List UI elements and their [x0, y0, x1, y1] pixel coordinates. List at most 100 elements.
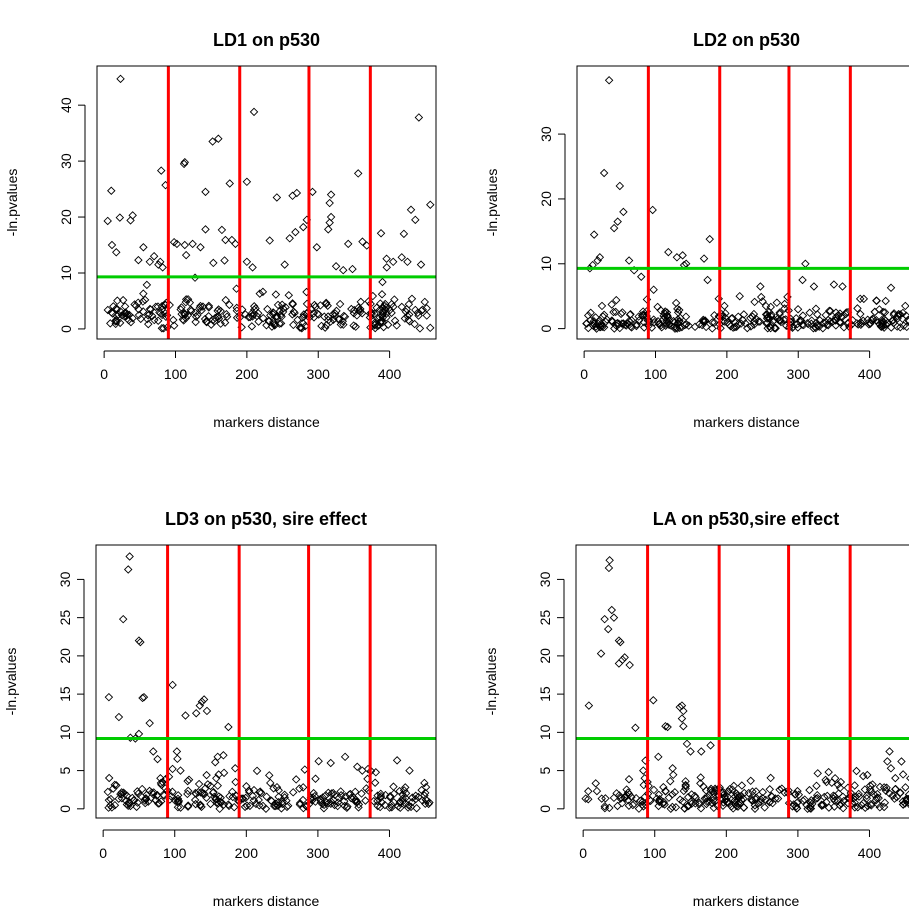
chart-title: LA on p530,sire effect: [653, 509, 839, 529]
data-point: [206, 799, 215, 809]
data-point: [177, 309, 186, 319]
data-point: [356, 304, 365, 314]
data-point: [153, 754, 162, 764]
data-point: [836, 777, 846, 787]
data-point: [115, 213, 125, 222]
panel-ld1: LD1 on p530 -ln.pvalues markers distance…: [4, 30, 437, 430]
data-point: [220, 256, 229, 265]
data-point: [625, 790, 634, 799]
data-point: [354, 803, 363, 812]
data-point: [608, 317, 617, 327]
data-point: [819, 318, 828, 327]
data-point: [145, 718, 154, 728]
data-point: [121, 308, 130, 317]
data-point: [216, 793, 225, 802]
data-point: [855, 294, 865, 304]
data-point: [219, 800, 228, 809]
data-point: [180, 157, 190, 167]
data-point: [399, 229, 409, 239]
data-point: [805, 785, 814, 795]
data-point: [382, 254, 391, 263]
data-point: [584, 701, 594, 710]
data-point: [648, 205, 657, 215]
data-point: [202, 706, 212, 716]
data-point: [725, 784, 734, 794]
data-point: [278, 797, 287, 806]
data-point: [830, 792, 839, 801]
data-point: [896, 323, 905, 332]
data-point: [143, 314, 152, 324]
data-point: [617, 798, 627, 808]
data-point: [865, 781, 875, 790]
data-point: [807, 796, 816, 805]
data-point: [702, 797, 712, 807]
data-point: [583, 311, 593, 320]
panel-ld3: LD3 on p530, sire effect -ln.pvalues mar…: [3, 509, 437, 909]
data-point: [870, 307, 880, 317]
data-point: [679, 706, 688, 716]
data-point: [815, 316, 825, 325]
data-point: [401, 793, 410, 803]
data-point: [764, 307, 774, 317]
data-point: [878, 318, 887, 328]
chart-title: LD3 on p530, sire effect: [165, 509, 367, 529]
data-point: [269, 317, 278, 327]
data-point: [421, 799, 430, 809]
data-point: [655, 796, 664, 806]
data-point: [803, 319, 813, 329]
data-point: [874, 793, 883, 803]
data-point: [639, 766, 648, 775]
data-point: [214, 305, 223, 314]
data-point: [699, 254, 709, 263]
data-point: [658, 315, 668, 325]
data-point: [343, 239, 353, 249]
data-point: [231, 239, 240, 249]
data-point: [387, 800, 396, 809]
data-point: [116, 74, 125, 84]
y-tick-label: 25: [537, 610, 553, 626]
data-point: [625, 317, 635, 327]
data-point: [771, 323, 780, 333]
data-point: [613, 801, 622, 811]
data-point: [183, 786, 193, 796]
data-point: [775, 785, 784, 794]
data-point: [607, 605, 617, 615]
data-point: [586, 308, 595, 318]
data-point: [383, 320, 393, 329]
y-tick-label: 20: [538, 191, 554, 207]
data-point: [719, 798, 728, 807]
data-point: [678, 251, 687, 260]
data-point: [139, 243, 148, 252]
data-point: [834, 789, 843, 798]
plot-area: [576, 545, 909, 818]
data-point: [615, 181, 625, 191]
data-point: [612, 295, 621, 305]
data-point: [272, 193, 282, 202]
data-point: [661, 721, 670, 731]
data-point: [276, 319, 286, 328]
data-point: [382, 303, 391, 312]
data-point: [821, 310, 831, 320]
data-point: [705, 234, 714, 244]
data-point: [330, 800, 339, 810]
data-point: [682, 320, 691, 329]
y-tick-label: 20: [537, 648, 553, 664]
data-point: [111, 319, 120, 329]
data-point: [381, 299, 390, 309]
data-point: [730, 322, 740, 332]
data-point: [376, 791, 386, 801]
data-point: [156, 773, 165, 783]
data-point: [599, 323, 609, 332]
data-point: [426, 323, 435, 333]
data-point: [680, 320, 689, 330]
data-point: [145, 257, 155, 267]
data-point: [208, 315, 218, 325]
data-point: [326, 317, 335, 326]
data-point: [112, 248, 121, 257]
data-point: [673, 319, 683, 328]
data-point: [613, 318, 622, 328]
data-point: [222, 312, 232, 321]
data-point: [321, 298, 331, 308]
data-point: [228, 787, 237, 797]
